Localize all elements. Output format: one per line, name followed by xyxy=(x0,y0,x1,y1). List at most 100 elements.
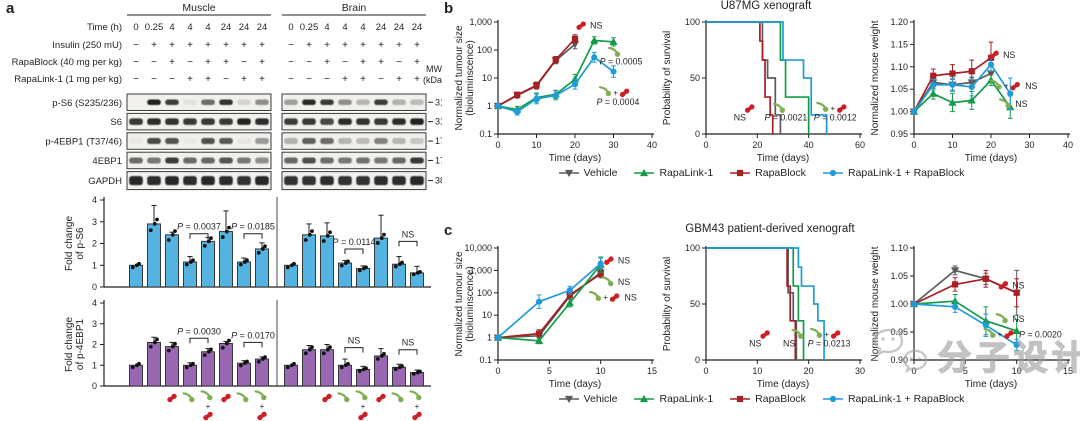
svg-text:P = 0.0030: P = 0.0030 xyxy=(177,326,221,336)
svg-text:Time (days): Time (days) xyxy=(549,153,601,164)
blot-band xyxy=(410,118,424,125)
svg-text:−: − xyxy=(378,74,384,85)
blot-band xyxy=(338,176,352,186)
bar xyxy=(147,223,161,288)
blot-band xyxy=(201,118,215,125)
blot-box xyxy=(126,132,272,150)
combo-marker-icon xyxy=(822,395,843,403)
svg-text:+: + xyxy=(1004,82,1009,91)
svg-text:+: + xyxy=(324,57,330,68)
svg-text:0: 0 xyxy=(92,282,97,292)
blot-band xyxy=(255,176,269,186)
svg-text:0.25: 0.25 xyxy=(300,22,319,33)
bar xyxy=(147,341,161,387)
mw-header: MW xyxy=(426,64,442,74)
series-combo xyxy=(910,300,1020,351)
bar xyxy=(374,355,388,387)
blot-band xyxy=(374,138,388,145)
blot-band xyxy=(338,99,352,105)
mw-value: 31 xyxy=(435,117,442,127)
blot-band xyxy=(284,176,298,186)
svg-text:10: 10 xyxy=(1012,366,1022,376)
svg-text:−: − xyxy=(306,57,312,68)
legend-label: Vehicle xyxy=(583,393,618,405)
blot-band xyxy=(129,176,143,186)
rapalink-icon xyxy=(409,390,422,401)
svg-text:+: + xyxy=(415,402,420,411)
svg-text:10: 10 xyxy=(947,140,957,150)
blot-box xyxy=(126,93,272,111)
annotation-both: +P = 0.0012 xyxy=(814,101,857,123)
svg-text:0: 0 xyxy=(911,140,916,150)
mw-value: 38 xyxy=(435,176,442,186)
svg-text:NS: NS xyxy=(618,277,630,287)
axes: 0 50 100 0 10 20 30 Probability of survival Time… xyxy=(662,243,865,390)
svg-text:1.00: 1.00 xyxy=(890,299,908,309)
series-rapablock xyxy=(706,21,774,134)
svg-text:−: − xyxy=(306,74,312,85)
rapablock-icon xyxy=(167,393,177,403)
svg-text:+: + xyxy=(259,57,265,68)
svg-text:50: 50 xyxy=(690,73,700,83)
svg-text:0: 0 xyxy=(495,140,500,150)
svg-text:+: + xyxy=(824,330,829,339)
svg-text:P = 0.0037: P = 0.0037 xyxy=(177,222,221,232)
blot-band xyxy=(147,176,161,186)
annotation-rapablock: NS xyxy=(734,104,755,123)
mw-header: (kDa) xyxy=(423,75,442,85)
svg-text:2: 2 xyxy=(92,340,97,350)
svg-text:+: + xyxy=(414,57,420,68)
rapalink-icon xyxy=(998,98,1011,109)
blot-band xyxy=(255,99,269,105)
svg-text:P = 0.0020: P = 0.0020 xyxy=(1019,330,1062,340)
svg-text:+: + xyxy=(223,40,229,51)
blot-band xyxy=(255,118,269,125)
blot-band xyxy=(410,157,424,164)
svg-text:Normalized mouse weight: Normalized mouse weight xyxy=(870,246,881,361)
legend-panel-c: Vehicle RapaLink-1 RapaBlock RapaLink-1 + R… xyxy=(442,393,1080,405)
rapalink-icon xyxy=(355,390,368,401)
svg-text:+: + xyxy=(205,57,211,68)
annotation-rapalink: P = 0.0005 xyxy=(600,46,643,67)
svg-text:1.20: 1.20 xyxy=(890,17,908,27)
annotation-both: + P = 0.0020 xyxy=(983,327,1062,340)
svg-text:Time (days): Time (days) xyxy=(549,379,601,390)
rapalink-icon xyxy=(391,392,404,403)
legend-label: RapaLink-1 xyxy=(659,167,714,179)
series-combo xyxy=(910,57,1014,115)
svg-text:4: 4 xyxy=(324,22,329,33)
svg-text:24: 24 xyxy=(221,22,232,33)
svg-text:1: 1 xyxy=(92,360,97,370)
svg-text:+: + xyxy=(169,57,175,68)
svg-text:NS: NS xyxy=(1025,81,1037,91)
svg-text:2: 2 xyxy=(92,239,97,249)
blot-box xyxy=(281,171,427,191)
mw-value: 17 xyxy=(435,155,442,165)
panel-c-title: GBM43 patient-derived xenograft xyxy=(685,223,855,235)
svg-text:NS: NS xyxy=(783,339,795,349)
blot-band xyxy=(219,176,233,186)
svg-text:1: 1 xyxy=(487,333,492,343)
annotation-rapablock: NS xyxy=(998,280,1025,290)
rapablock-icon xyxy=(1004,330,1014,339)
annotation-both: + NS xyxy=(989,79,1038,91)
bar xyxy=(302,349,316,387)
survival-chart-u87mg: 0 50 100 0 20 40 60 Probability of survival Time… xyxy=(662,17,865,164)
svg-text:50: 50 xyxy=(690,299,700,309)
svg-text:0: 0 xyxy=(288,22,293,33)
bar xyxy=(219,231,233,288)
rapalink-icon xyxy=(816,101,829,112)
legend-item-rapablock: RapaBlock xyxy=(729,167,806,179)
rapablock-icon xyxy=(744,104,755,113)
svg-text:Probability of survival: Probability of survival xyxy=(662,31,673,125)
group-label: Muscle xyxy=(182,2,215,14)
rapablock-icon xyxy=(358,411,368,421)
blot-box xyxy=(126,151,272,170)
legend-item-combo: RapaLink-1 + RapaBlock xyxy=(822,393,964,405)
blot-band xyxy=(183,176,197,186)
svg-text:NS: NS xyxy=(402,229,415,239)
svg-text:−: − xyxy=(223,74,229,85)
rapalink-icon xyxy=(254,390,267,401)
svg-text:+: + xyxy=(260,402,265,411)
